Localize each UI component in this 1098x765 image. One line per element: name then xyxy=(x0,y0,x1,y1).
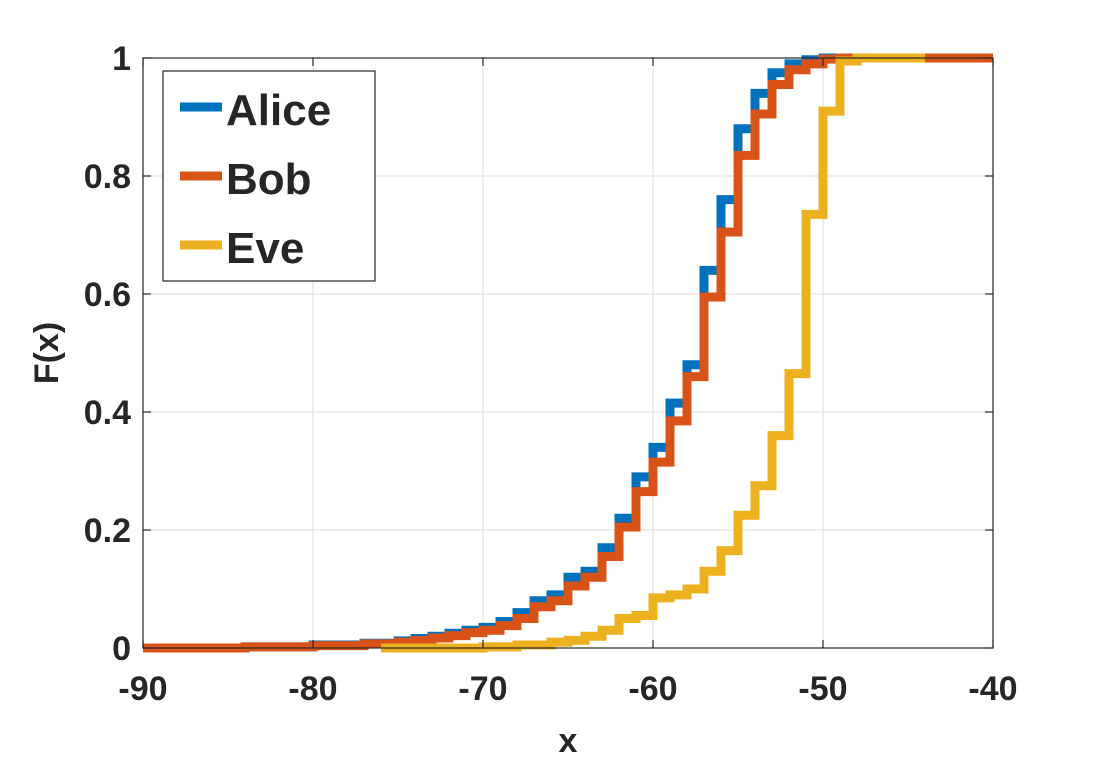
x-tick-label: -50 xyxy=(798,670,847,708)
x-tick-label: -70 xyxy=(458,670,507,708)
x-tick-label: -90 xyxy=(118,670,167,708)
y-tick-label: 0.4 xyxy=(84,394,131,432)
series-lines xyxy=(143,53,993,653)
x-tick-label: -40 xyxy=(968,670,1017,708)
y-axis-label: F(x) xyxy=(28,322,66,384)
x-tick-label: -60 xyxy=(628,670,677,708)
legend-label-bob: Bob xyxy=(226,155,312,204)
plot-frame xyxy=(142,57,994,649)
legend: Alice Bob Eve xyxy=(162,70,376,282)
y-tick-label: 0.8 xyxy=(84,158,131,196)
y-tick-label: 1 xyxy=(112,40,131,78)
series-line-eve xyxy=(381,53,925,653)
y-tick-label: 0 xyxy=(112,630,131,668)
y-tick-label: 0.6 xyxy=(84,276,131,314)
legend-label-alice: Alice xyxy=(226,86,331,135)
x-axis-label: x xyxy=(559,722,578,760)
x-tick-label: -80 xyxy=(288,670,337,708)
axis-ticks: -90 -80 -70 -60 -50 -40 0 0.2 0.4 0.6 0.8 1 xyxy=(84,40,1018,708)
y-tick-label: 0.2 xyxy=(84,512,131,550)
series-line-bob xyxy=(143,53,993,653)
legend-label-eve: Eve xyxy=(226,224,304,273)
grid xyxy=(142,57,994,649)
